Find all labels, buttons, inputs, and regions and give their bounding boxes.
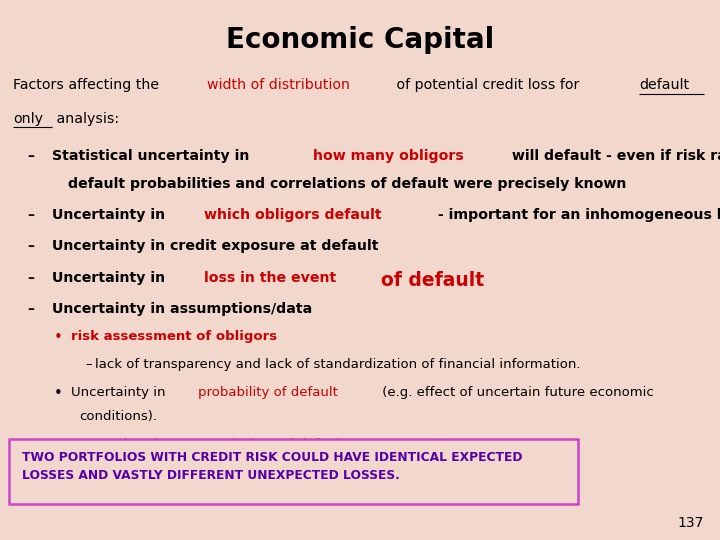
Text: Uncertainty in: Uncertainty in [52, 208, 170, 222]
Text: default: default [639, 78, 690, 92]
Text: 137: 137 [678, 516, 704, 530]
Text: of default: of default [381, 271, 484, 289]
Text: default probabilities and correlations of default were precisely known: default probabilities and correlations o… [68, 177, 626, 191]
Text: –: – [27, 271, 35, 285]
Text: of potential credit loss for: of potential credit loss for [392, 78, 584, 92]
Text: Statistical uncertainty in: Statistical uncertainty in [52, 148, 254, 163]
Text: –: – [27, 208, 35, 222]
Text: –: – [27, 239, 35, 253]
Text: Uncertainty in: Uncertainty in [71, 438, 169, 451]
Text: lack of transparency and lack of standardization of financial information.: lack of transparency and lack of standar… [95, 358, 580, 371]
Text: analysis:: analysis: [52, 112, 119, 126]
Text: Uncertainty in: Uncertainty in [71, 386, 169, 399]
Text: width of distribution: width of distribution [207, 78, 351, 92]
Text: •: • [54, 386, 63, 401]
Text: •: • [54, 438, 63, 453]
Text: - important for an inhomogeneous book: - important for an inhomogeneous book [433, 208, 720, 222]
Text: will default - even if risk ratings,: will default - even if risk ratings, [508, 148, 720, 163]
Text: conditions).: conditions). [79, 410, 157, 423]
Text: –: – [85, 358, 91, 371]
Text: –: – [27, 302, 35, 316]
Text: Uncertainty in credit exposure at default: Uncertainty in credit exposure at defaul… [52, 239, 378, 253]
Text: TWO PORTFOLIOS WITH CREDIT RISK COULD HAVE IDENTICAL EXPECTED
LOSSES AND VASTLY : TWO PORTFOLIOS WITH CREDIT RISK COULD HA… [22, 451, 522, 482]
Text: loss in the event: loss in the event [204, 271, 341, 285]
Text: •: • [54, 330, 63, 345]
Text: only: only [13, 112, 43, 126]
Text: (e.g. effect of uncertain future economic: (e.g. effect of uncertain future economi… [379, 386, 654, 399]
Text: Factors affecting the: Factors affecting the [13, 78, 163, 92]
Text: Uncertainty in: Uncertainty in [52, 271, 170, 285]
Text: Uncertainty in assumptions/data: Uncertainty in assumptions/data [52, 302, 312, 316]
Text: which obligors default: which obligors default [204, 208, 382, 222]
Text: Economic Capital: Economic Capital [226, 26, 494, 54]
Text: correlations of default: correlations of default [198, 438, 345, 451]
FancyBboxPatch shape [9, 439, 578, 504]
Text: –: – [27, 148, 35, 163]
Text: risk assessment of obligors: risk assessment of obligors [71, 330, 276, 343]
Text: how many obligors: how many obligors [312, 148, 464, 163]
Text: probability of default: probability of default [198, 386, 338, 399]
